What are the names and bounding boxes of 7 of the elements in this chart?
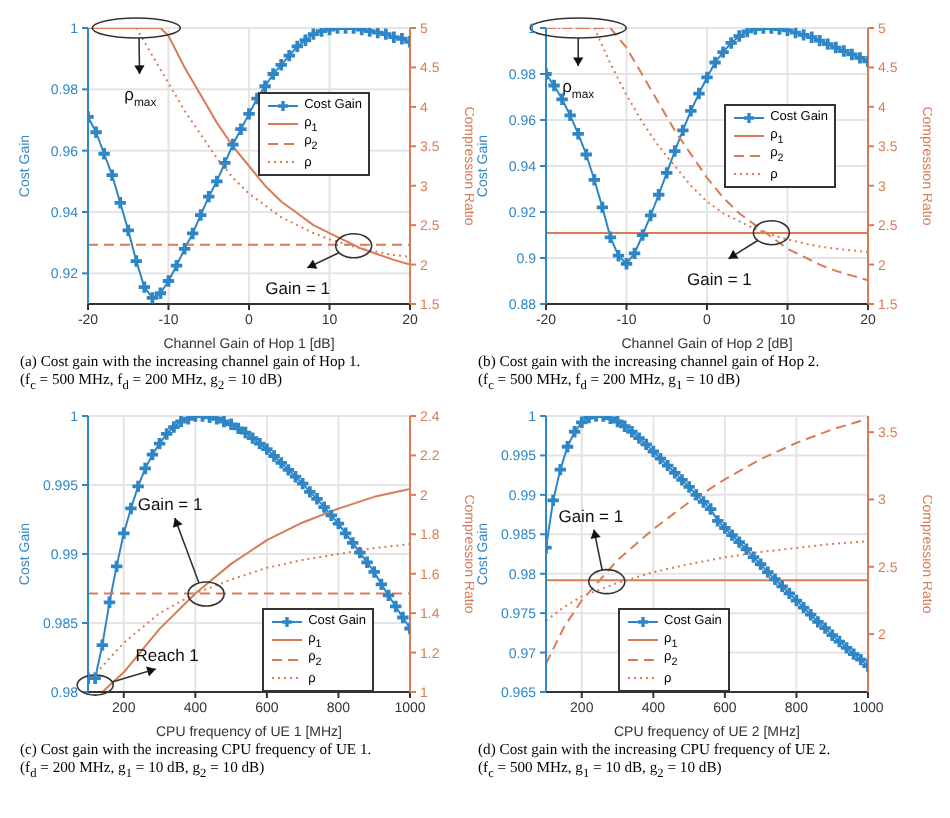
- annotation: Reach 1: [135, 645, 200, 666]
- annotation: ρ$_{max}$: [562, 76, 595, 102]
- annotation: ρ$_{max}$: [124, 84, 157, 110]
- annotation: Gain = 1: [687, 268, 753, 289]
- annotation: Gain = 1: [265, 277, 331, 298]
- annotation: Gain = 1: [137, 494, 203, 515]
- annotation: Gain = 1: [558, 505, 624, 526]
